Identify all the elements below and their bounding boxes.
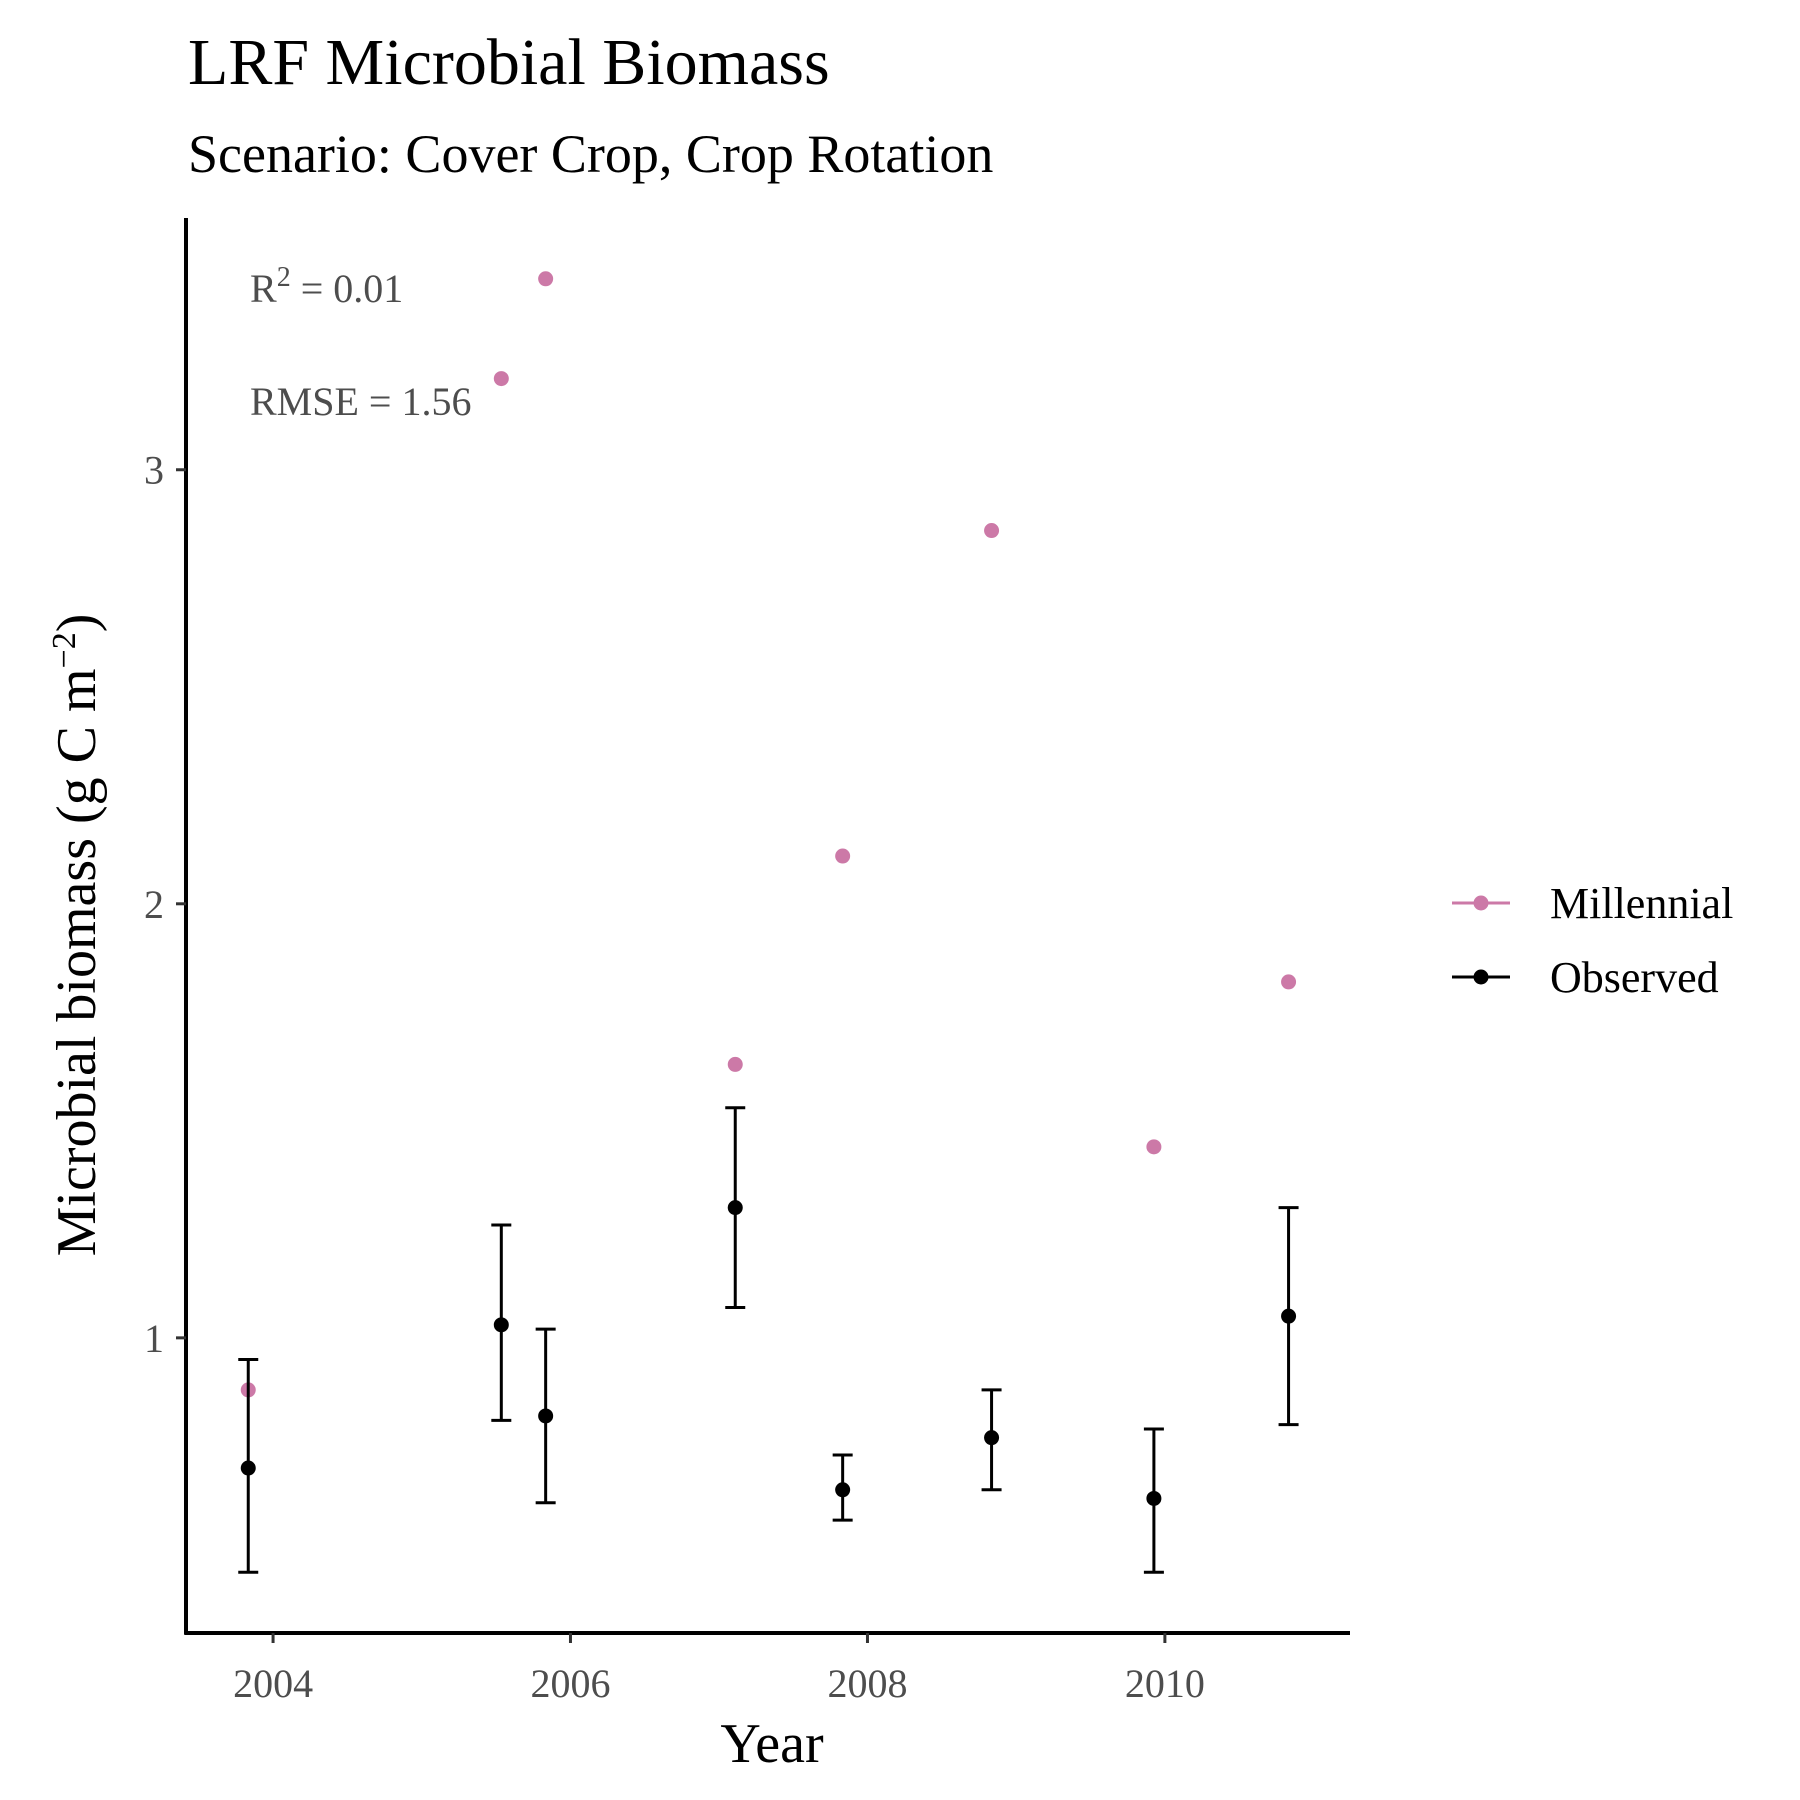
observed-point	[1281, 1308, 1297, 1324]
x-tick-label: 2004	[233, 1661, 313, 1706]
y-tick-label: 1	[144, 1316, 164, 1361]
chart-subtitle: Scenario: Cover Crop, Crop Rotation	[188, 124, 993, 184]
r2-base: R	[250, 266, 277, 311]
plot-area	[238, 271, 1299, 1574]
rmse-annotation: RMSE = 1.56	[250, 379, 471, 424]
legend-key-point	[1473, 895, 1489, 911]
r2-superscript: 2	[277, 262, 291, 293]
legend-item-millennial: Millennial	[1452, 879, 1733, 928]
legend-label: Observed	[1550, 953, 1719, 1002]
x-tick-label: 2008	[827, 1661, 907, 1706]
millennial-point	[1281, 974, 1297, 990]
millennial-point	[727, 1056, 743, 1072]
series-millennial	[240, 271, 1297, 1398]
x-tick-label: 2010	[1125, 1661, 1205, 1706]
legend-key-point	[1473, 969, 1489, 985]
y-axis-title: Microbial biomass (g C m−2)	[46, 614, 108, 1257]
observed-point	[538, 1408, 554, 1424]
r2-value: = 0.01	[291, 266, 404, 311]
y-axis-title-close: )	[46, 614, 108, 633]
y-tick-label: 3	[144, 448, 164, 493]
millennial-point	[1146, 1139, 1162, 1155]
y-tick-label: 2	[144, 882, 164, 927]
legend: Millennial Observed	[1452, 879, 1733, 1002]
legend-item-observed: Observed	[1452, 953, 1719, 1002]
millennial-point	[493, 371, 509, 387]
x-tick-label: 2006	[530, 1661, 610, 1706]
chart-title: LRF Microbial Biomass	[188, 26, 830, 99]
millennial-point	[835, 848, 851, 864]
observed-point	[984, 1430, 1000, 1446]
r-squared-annotation: R2 = 0.01	[250, 262, 403, 311]
legend-label: Millennial	[1550, 879, 1733, 928]
series-observed	[238, 1106, 1299, 1574]
y-axis-title-main: Microbial biomass (g C m	[46, 668, 108, 1256]
observed-point	[493, 1317, 509, 1333]
millennial-point	[538, 271, 554, 287]
observed-point	[240, 1460, 256, 1476]
observed-point	[727, 1200, 743, 1216]
observed-point	[1146, 1490, 1162, 1506]
x-axis-title: Year	[720, 1713, 824, 1775]
y-axis-title-superscript: −2	[46, 632, 83, 668]
observed-point	[835, 1482, 851, 1498]
axes: 1 2 3 2004 2006 2008 2010	[144, 218, 1350, 1706]
millennial-point	[984, 523, 1000, 539]
